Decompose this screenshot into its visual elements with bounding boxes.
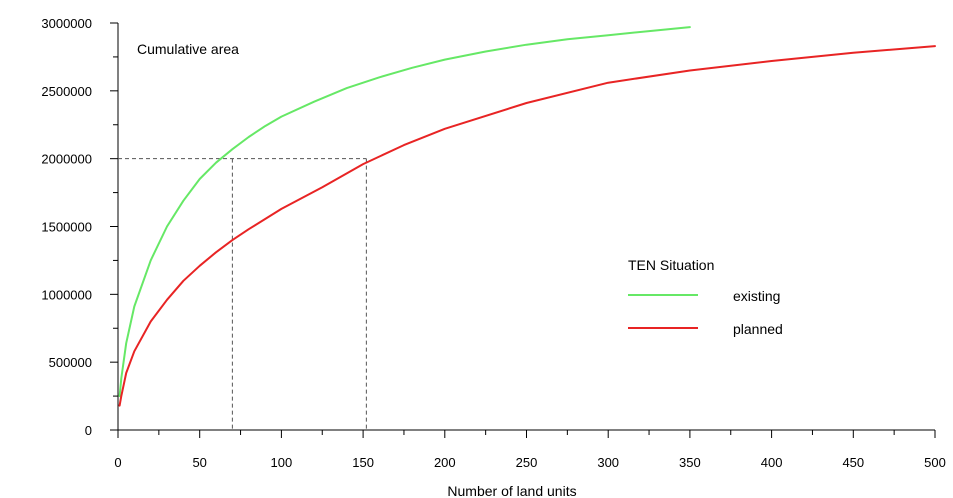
- x-tick-label: 350: [679, 455, 701, 470]
- series-line-planned: [118, 45, 936, 407]
- x-tick-label: 400: [761, 455, 783, 470]
- y-tick-label: 2500000: [41, 84, 92, 99]
- legend-label-planned: planned: [733, 321, 783, 337]
- reference-lines: [118, 158, 367, 430]
- x-tick-label: 200: [434, 455, 456, 470]
- legend: TEN Situation existing planned: [628, 257, 783, 337]
- x-tick-label: 450: [842, 455, 864, 470]
- x-tick-label: 0: [114, 455, 121, 470]
- y-tick-label: 3000000: [41, 16, 92, 31]
- x-axis-label: Number of land units: [447, 483, 576, 498]
- axes: 0 50 100 150 200 250 300 350 400 450 500 0 500000 100…: [41, 16, 945, 470]
- legend-title: TEN Situation: [628, 257, 714, 273]
- series-lines: [118, 26, 936, 407]
- y-tick-label: 0: [85, 423, 92, 438]
- x-tick-label: 50: [192, 455, 206, 470]
- series-line-existing: [118, 26, 691, 398]
- y-tick-label: 1000000: [41, 287, 92, 302]
- y-tick-label: 2000000: [41, 152, 92, 167]
- x-tick-label: 300: [597, 455, 619, 470]
- legend-label-existing: existing: [733, 288, 780, 304]
- x-tick-label: 500: [924, 455, 946, 470]
- x-tick-label: 150: [352, 455, 374, 470]
- chart-title: Cumulative area: [137, 41, 239, 57]
- y-tick-label: 1500000: [41, 220, 92, 235]
- y-tick-label: 500000: [49, 355, 92, 370]
- x-tick-label: 100: [271, 455, 293, 470]
- x-tick-label: 250: [516, 455, 538, 470]
